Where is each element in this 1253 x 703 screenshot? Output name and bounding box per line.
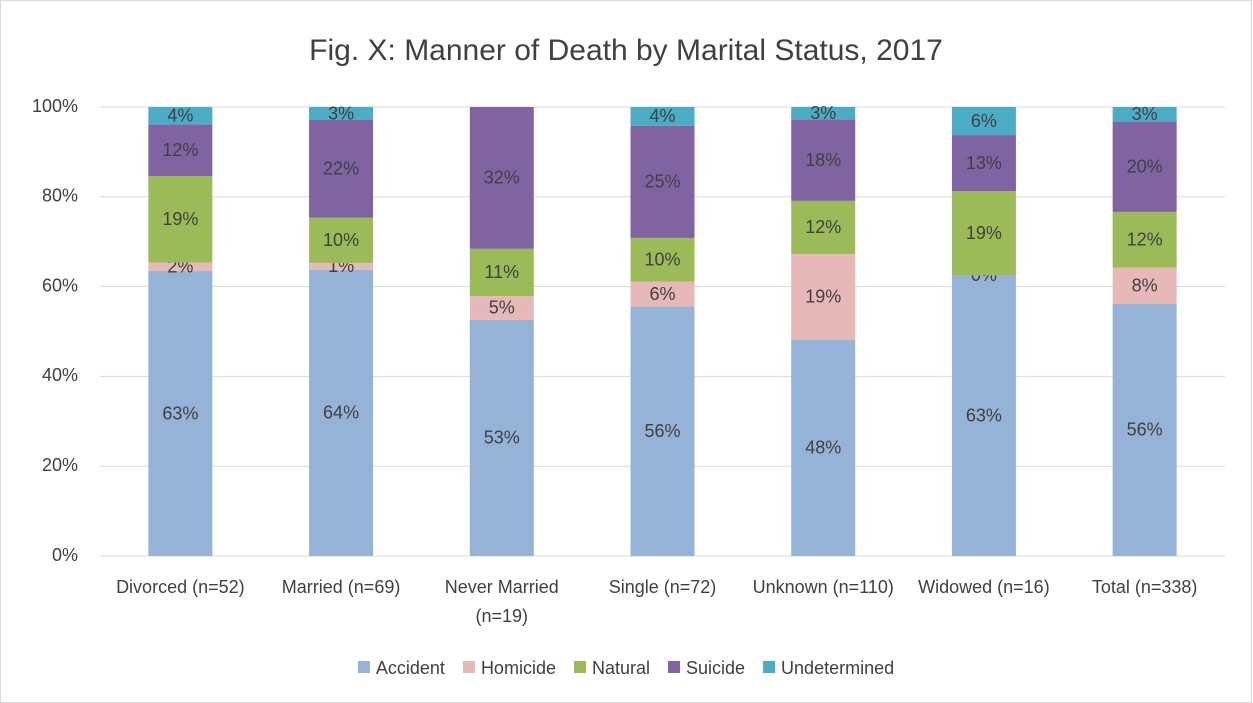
- data-label: 10%: [323, 230, 359, 250]
- legend-swatch: [462, 661, 475, 673]
- bar-segment: [630, 125, 695, 238]
- data-label: 19%: [805, 287, 841, 307]
- legend-swatch: [357, 661, 370, 673]
- data-label: 3%: [1132, 104, 1158, 124]
- data-label: 56%: [644, 421, 680, 441]
- bar-segment: [469, 107, 534, 249]
- bar-segment: [1112, 303, 1177, 556]
- data-label: 6%: [649, 284, 675, 304]
- legend-label: Natural: [592, 658, 650, 678]
- bar-segment: [469, 296, 534, 320]
- data-label: 48%: [805, 438, 841, 458]
- data-label: 56%: [1127, 420, 1163, 440]
- chart-title: Fig. X: Manner of Death by Marital Statu…: [309, 34, 943, 67]
- legend-swatch: [668, 661, 680, 673]
- y-tick-label: 20%: [42, 455, 78, 475]
- legend-label: Homicide: [481, 658, 556, 678]
- data-label: 19%: [162, 209, 198, 229]
- y-tick-label: 0%: [52, 545, 78, 565]
- data-label: 6%: [971, 111, 997, 131]
- data-label: 12%: [1127, 230, 1163, 250]
- data-label: 3%: [328, 103, 354, 123]
- bar-segment: [1112, 267, 1177, 304]
- data-label: 11%: [484, 262, 519, 282]
- data-label: 10%: [644, 249, 680, 269]
- x-tick-label: Never Married (n=19): [444, 577, 559, 626]
- bar-segment: [309, 107, 374, 121]
- bar-segment: [469, 248, 534, 297]
- bar-segment: [951, 191, 1016, 276]
- y-tick-label: 40%: [42, 365, 78, 385]
- data-label: 18%: [805, 150, 841, 170]
- data-label: 64%: [323, 403, 359, 423]
- data-label: 20%: [1127, 157, 1163, 177]
- data-label: 5%: [489, 298, 515, 318]
- data-label: 8%: [1132, 275, 1158, 295]
- bar-segment: [630, 237, 695, 282]
- bar-segment: [469, 319, 534, 556]
- bar-segment: [951, 275, 1016, 556]
- x-tick-label: Unknown (n=110): [752, 577, 894, 597]
- data-label: 4%: [167, 105, 193, 125]
- bar-segment: [148, 124, 213, 177]
- data-label: 25%: [644, 172, 680, 192]
- x-tick-label: Widowed (n=16): [918, 577, 1050, 597]
- bar-segment: [630, 106, 695, 126]
- data-label: 19%: [966, 223, 1002, 243]
- bar-segment: [951, 107, 1016, 136]
- bar-segment: [1112, 211, 1177, 268]
- bar-segment: [630, 306, 695, 556]
- bar-segment: [148, 176, 213, 263]
- y-tick-label: 80%: [42, 186, 78, 206]
- bar-segment: [791, 107, 856, 120]
- bar-segment: [309, 120, 374, 218]
- bar-segment: [1112, 121, 1177, 212]
- data-label: 3%: [810, 103, 836, 123]
- y-tick-label: 100%: [32, 96, 78, 116]
- bar-segment: [791, 200, 856, 254]
- bar-segment: [309, 263, 374, 270]
- legend-label: Accident: [376, 658, 445, 678]
- bar-segment: [309, 269, 374, 556]
- x-tick-label: Single (n=72): [608, 577, 717, 597]
- data-label: 53%: [484, 428, 520, 448]
- bar-segment: [791, 119, 856, 201]
- x-tick-label: Divorced (n=52): [116, 577, 245, 597]
- legend-label: Undetermined: [781, 658, 894, 678]
- legend-swatch: [763, 661, 776, 673]
- bar-segment: [148, 262, 213, 272]
- data-label: 13%: [966, 153, 1002, 173]
- bar-segment: [791, 339, 856, 556]
- data-label: 12%: [805, 217, 841, 237]
- data-label: 32%: [484, 168, 520, 188]
- legend-label: Suicide: [686, 658, 745, 678]
- bar-segment: [148, 271, 213, 556]
- bar-segment: [630, 281, 695, 307]
- bar-segment: [791, 253, 856, 340]
- y-tick-label: 60%: [42, 275, 78, 295]
- x-tick-label: Total (n=338): [1091, 577, 1198, 597]
- data-label: 22%: [323, 159, 359, 179]
- data-label: 63%: [966, 405, 1002, 425]
- bar-segment: [951, 135, 1016, 192]
- data-label: 12%: [162, 140, 198, 160]
- data-label: 63%: [162, 403, 198, 423]
- data-label: 4%: [649, 106, 675, 126]
- bar-segment: [309, 217, 374, 264]
- legend-swatch: [573, 661, 586, 673]
- bar-segment: [148, 107, 213, 125]
- bar-segment: [1112, 107, 1177, 122]
- x-tick-label: Married (n=69): [281, 577, 401, 597]
